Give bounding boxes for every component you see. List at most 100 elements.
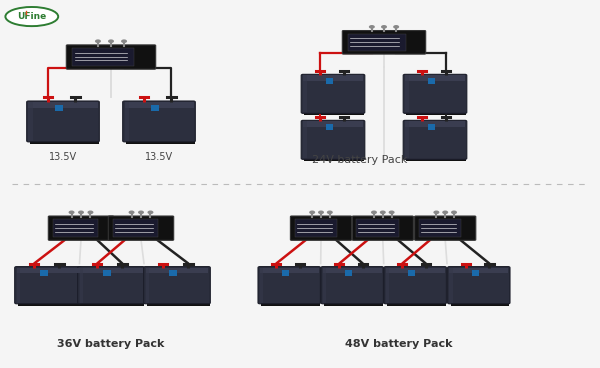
FancyBboxPatch shape: [347, 34, 406, 51]
FancyBboxPatch shape: [17, 268, 79, 273]
FancyBboxPatch shape: [17, 268, 20, 302]
FancyBboxPatch shape: [113, 219, 158, 237]
FancyBboxPatch shape: [405, 121, 465, 127]
FancyBboxPatch shape: [408, 270, 415, 276]
FancyBboxPatch shape: [405, 75, 409, 112]
Circle shape: [95, 39, 101, 43]
Circle shape: [78, 210, 84, 214]
Circle shape: [371, 210, 377, 214]
Circle shape: [138, 210, 144, 214]
FancyBboxPatch shape: [258, 266, 320, 304]
FancyBboxPatch shape: [26, 101, 100, 142]
Circle shape: [380, 210, 386, 214]
FancyBboxPatch shape: [403, 74, 467, 113]
FancyBboxPatch shape: [405, 121, 409, 158]
Circle shape: [309, 210, 315, 214]
FancyBboxPatch shape: [303, 75, 363, 81]
FancyBboxPatch shape: [324, 301, 383, 305]
FancyBboxPatch shape: [103, 270, 111, 276]
FancyBboxPatch shape: [53, 219, 98, 237]
FancyBboxPatch shape: [260, 268, 319, 273]
FancyBboxPatch shape: [40, 270, 48, 276]
FancyBboxPatch shape: [49, 216, 114, 240]
FancyBboxPatch shape: [261, 301, 320, 305]
FancyBboxPatch shape: [55, 105, 63, 111]
FancyBboxPatch shape: [304, 111, 364, 115]
FancyBboxPatch shape: [15, 266, 82, 304]
FancyBboxPatch shape: [326, 124, 333, 130]
FancyBboxPatch shape: [303, 121, 307, 158]
FancyBboxPatch shape: [304, 157, 364, 161]
FancyBboxPatch shape: [125, 102, 193, 108]
FancyBboxPatch shape: [326, 78, 333, 84]
Circle shape: [381, 25, 387, 29]
FancyBboxPatch shape: [403, 120, 467, 159]
FancyBboxPatch shape: [123, 101, 196, 142]
FancyBboxPatch shape: [428, 78, 435, 84]
Text: UFine: UFine: [17, 12, 46, 21]
Circle shape: [369, 25, 375, 29]
FancyBboxPatch shape: [151, 105, 159, 111]
FancyBboxPatch shape: [79, 268, 143, 273]
Text: 36V battery Pack: 36V battery Pack: [58, 339, 164, 349]
FancyBboxPatch shape: [345, 270, 352, 276]
Circle shape: [128, 210, 134, 214]
Text: 24V battery Pack: 24V battery Pack: [313, 155, 407, 165]
FancyBboxPatch shape: [66, 45, 156, 69]
FancyBboxPatch shape: [295, 219, 337, 237]
FancyBboxPatch shape: [323, 268, 382, 273]
FancyBboxPatch shape: [472, 270, 479, 276]
FancyBboxPatch shape: [303, 121, 363, 127]
Text: 13.5V: 13.5V: [49, 152, 77, 162]
FancyBboxPatch shape: [406, 157, 466, 161]
FancyBboxPatch shape: [78, 266, 144, 304]
Circle shape: [108, 39, 114, 43]
FancyBboxPatch shape: [321, 266, 383, 304]
Circle shape: [148, 210, 154, 214]
FancyBboxPatch shape: [108, 216, 174, 240]
FancyBboxPatch shape: [406, 111, 466, 115]
FancyBboxPatch shape: [386, 268, 445, 273]
FancyBboxPatch shape: [356, 219, 398, 237]
FancyBboxPatch shape: [451, 301, 509, 305]
FancyBboxPatch shape: [146, 268, 209, 273]
FancyBboxPatch shape: [79, 268, 83, 302]
FancyBboxPatch shape: [301, 120, 365, 159]
Circle shape: [121, 39, 127, 43]
FancyBboxPatch shape: [72, 48, 134, 66]
FancyBboxPatch shape: [301, 74, 365, 113]
Ellipse shape: [5, 7, 58, 26]
Circle shape: [318, 210, 324, 214]
FancyBboxPatch shape: [282, 270, 289, 276]
FancyBboxPatch shape: [386, 268, 389, 302]
FancyBboxPatch shape: [29, 102, 97, 108]
FancyBboxPatch shape: [428, 124, 435, 130]
FancyBboxPatch shape: [384, 266, 446, 304]
FancyBboxPatch shape: [125, 102, 128, 141]
Circle shape: [442, 210, 448, 214]
Circle shape: [88, 210, 94, 214]
Circle shape: [68, 210, 74, 214]
FancyBboxPatch shape: [405, 75, 465, 81]
FancyBboxPatch shape: [80, 301, 144, 305]
Circle shape: [451, 210, 457, 214]
FancyBboxPatch shape: [144, 266, 210, 304]
Text: 48V battery Pack: 48V battery Pack: [345, 339, 453, 349]
Circle shape: [389, 210, 395, 214]
FancyBboxPatch shape: [29, 139, 98, 144]
FancyBboxPatch shape: [29, 102, 32, 141]
Circle shape: [433, 210, 439, 214]
FancyBboxPatch shape: [419, 219, 461, 237]
FancyBboxPatch shape: [146, 268, 149, 302]
FancyBboxPatch shape: [126, 139, 195, 144]
FancyBboxPatch shape: [387, 301, 446, 305]
FancyBboxPatch shape: [448, 266, 510, 304]
FancyBboxPatch shape: [449, 268, 508, 273]
FancyBboxPatch shape: [415, 216, 476, 240]
FancyBboxPatch shape: [303, 75, 307, 112]
FancyBboxPatch shape: [18, 301, 80, 305]
Text: 13.5V: 13.5V: [145, 152, 173, 162]
FancyBboxPatch shape: [146, 301, 210, 305]
Circle shape: [327, 210, 333, 214]
FancyBboxPatch shape: [352, 216, 413, 240]
